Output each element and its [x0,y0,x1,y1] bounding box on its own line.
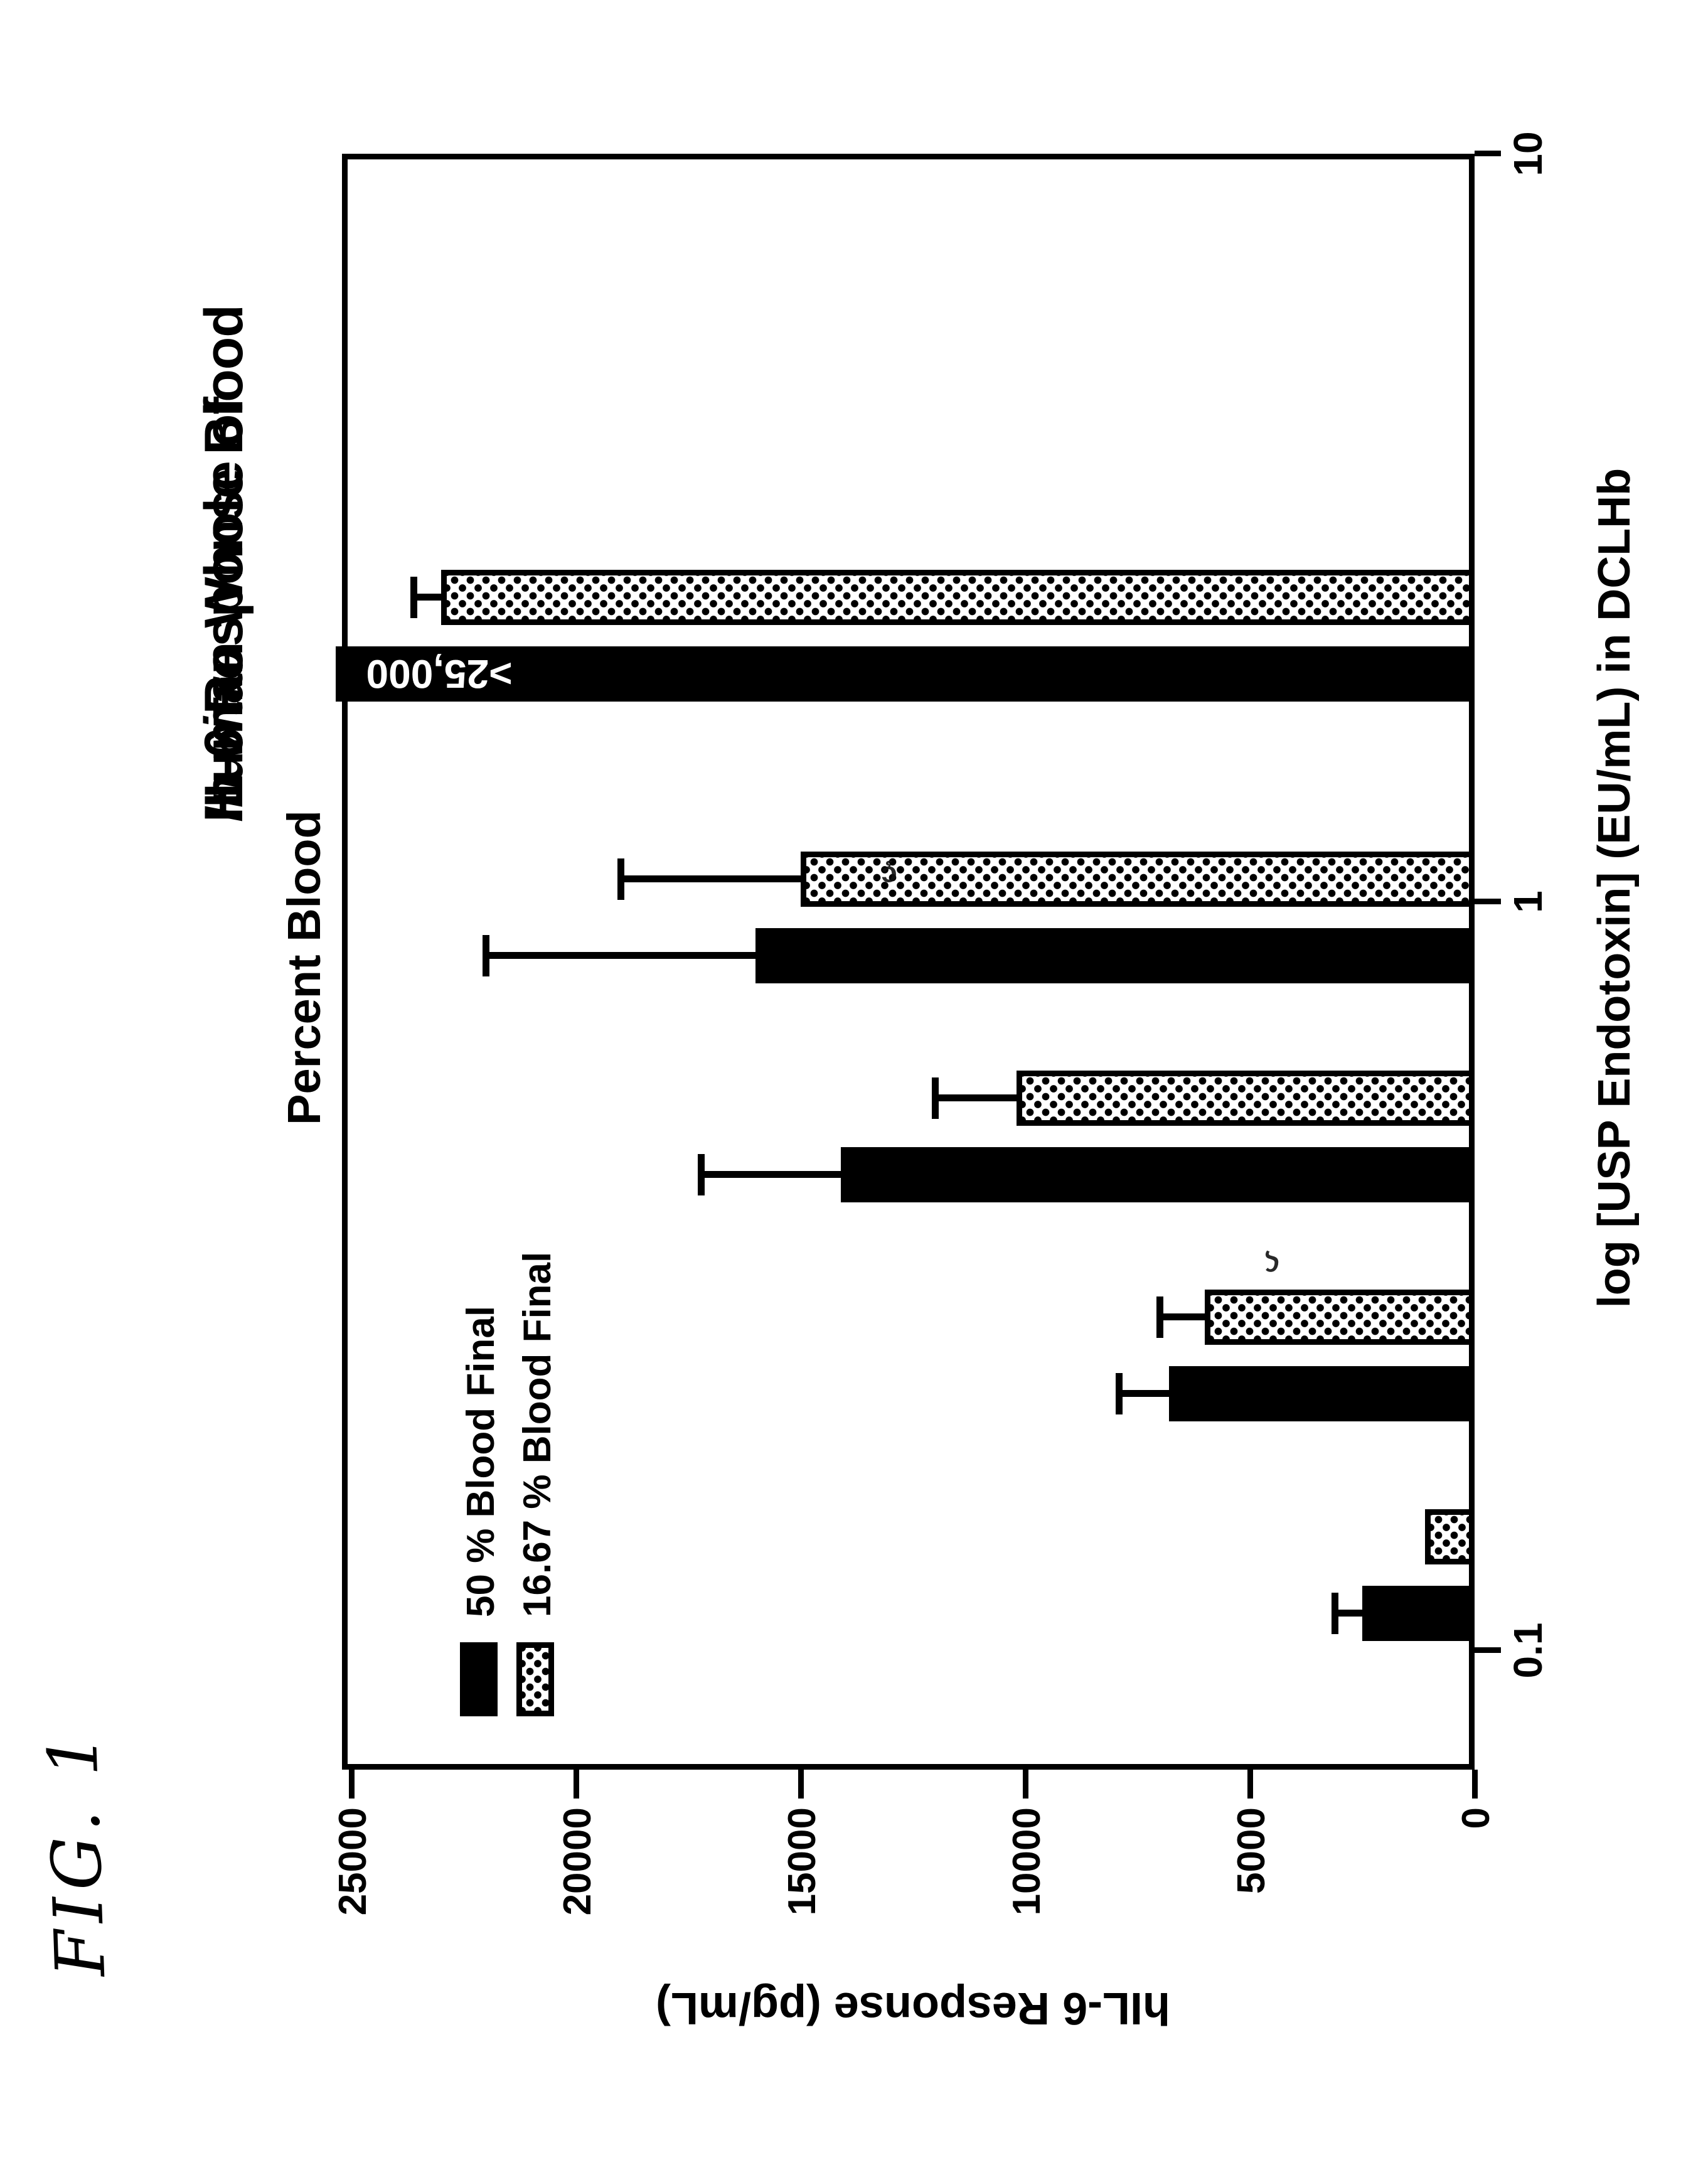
error-bar-cap [1332,1593,1338,1634]
bar-50-Blood-Final-0.5 [841,1147,1475,1202]
x-tick [1475,1647,1501,1653]
y-tick [1472,1770,1478,1799]
error-bar-line [936,1094,1017,1101]
figure-label: FIG. 1 [33,1726,121,1978]
x-tick-label: 10 [1505,131,1551,176]
y-tick-label: 25000 [331,1807,375,1916]
error-bar-line [1119,1390,1169,1397]
overflow-label: >25,000 [366,651,513,697]
chart-subtitle: Percent Blood [278,810,330,1125]
error-bar-cap [1116,1373,1123,1414]
x-tick [1475,899,1501,904]
bar-50-Blood-Final-1 [755,928,1475,983]
error-bar-line [1160,1313,1205,1320]
error-bar-line [414,594,441,601]
bar-16.67-Blood-Final-0.1 [1425,1509,1475,1564]
bar-50-Blood-Final-0.1 [1362,1586,1475,1641]
bar-16.67-Blood-Final-0.5 [1017,1071,1475,1126]
legend-swatch-solid-black-icon [460,1642,498,1716]
legend-label: 50 % Blood Final [459,1305,503,1617]
y-tick-label: 20000 [556,1807,599,1916]
chart-title-post: Human Whole Blood [194,305,254,822]
y-tick [349,1770,355,1799]
x-tick-label: 0.1 [1505,1622,1551,1679]
bar-50-Blood-Final-0.25 [1169,1366,1475,1421]
x-tick-label: 1 [1505,890,1551,913]
y-tick-label: 10000 [1005,1807,1049,1916]
x-tick [1475,151,1501,156]
legend-label: 16.67 % Blood Final [516,1251,559,1617]
legend-swatch-stippled-icon [516,1642,554,1716]
error-bar-line [486,952,755,959]
error-bar-cap [698,1154,705,1195]
y-tick [1247,1770,1253,1799]
y-tick [1023,1770,1028,1799]
error-bar-line [621,875,801,882]
stray-mark: ç [881,860,897,894]
y-tick-label: 0 [1454,1807,1498,1829]
y-tick-label: 5000 [1230,1807,1273,1894]
y-tick [798,1770,804,1799]
error-bar-line [702,1171,841,1178]
bar-16.67-Blood-Final-0.25 [1205,1290,1475,1345]
bar-16.67-Blood-Final-2.5 [441,570,1475,625]
error-bar-cap [617,858,624,900]
x-axis-title: log [USP Endotoxin] (EU/mL) in DCLHb [1589,468,1640,1308]
y-tick [574,1770,579,1799]
y-axis-title: hIL-6 Response (pg/mL) [655,1983,1171,2033]
error-bar-cap [410,577,417,618]
y-tick-label: 15000 [781,1807,824,1916]
error-bar-line [1335,1610,1362,1617]
error-bar-cap [1156,1296,1163,1338]
error-bar-cap [483,935,489,976]
bar-16.67-Blood-Final-1 [801,852,1475,907]
error-bar-cap [932,1077,939,1119]
stray-mark: ς [1264,1250,1279,1283]
